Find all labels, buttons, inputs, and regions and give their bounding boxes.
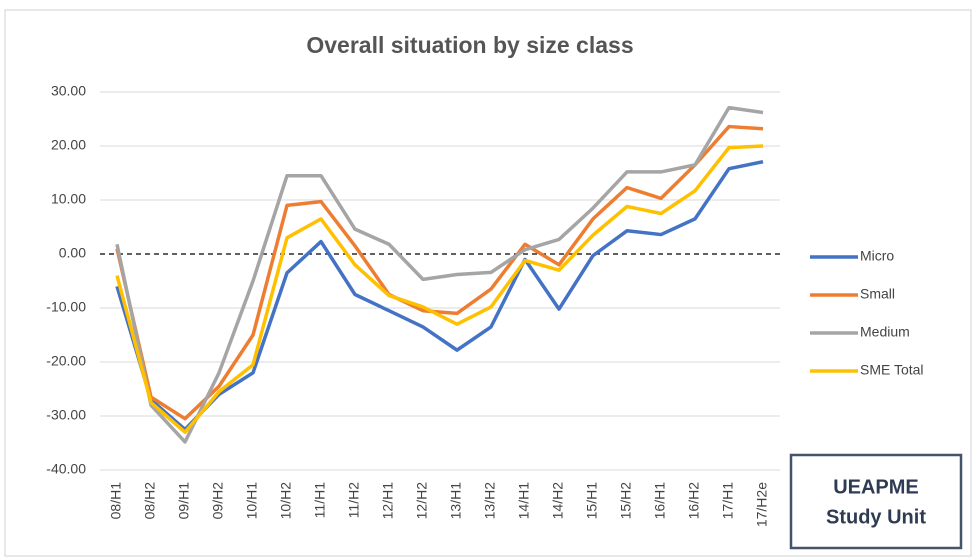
x-tick-label: 12/H1 <box>380 482 396 520</box>
x-tick-label: 09/H2 <box>210 482 226 520</box>
x-tick-label: 08/H1 <box>108 482 124 520</box>
legend-label: Micro <box>860 248 894 264</box>
legend-label: Medium <box>860 324 910 340</box>
y-tick-label: -40.00 <box>46 461 86 477</box>
x-tick-label: 12/H2 <box>414 482 430 520</box>
x-tick-label: 13/H1 <box>448 482 464 520</box>
y-tick-label: 10.00 <box>51 191 86 207</box>
x-tick-label: 16/H2 <box>686 482 702 520</box>
annotation-line: Study Unit <box>826 506 926 528</box>
x-tick-label: 14/H2 <box>550 482 566 520</box>
annotation-line: UEAPME <box>833 476 919 498</box>
y-tick-label: -10.00 <box>46 299 86 315</box>
y-tick-label: -20.00 <box>46 353 86 369</box>
y-tick-label: -30.00 <box>46 407 86 423</box>
x-tick-label: 15/H2 <box>618 482 634 520</box>
x-tick-label: 10/H1 <box>244 482 260 520</box>
x-tick-label: 10/H2 <box>278 482 294 520</box>
x-tick-label: 11/H2 <box>346 482 362 519</box>
x-tick-label: 14/H1 <box>516 482 532 520</box>
legend-label: Small <box>860 286 895 302</box>
x-tick-label: 08/H2 <box>142 482 158 520</box>
annotation-box <box>789 453 963 550</box>
chart-title: Overall situation by size class <box>306 32 633 58</box>
series-line <box>115 144 764 434</box>
x-tick-label: 15/H1 <box>584 482 600 520</box>
y-tick-label: 0.00 <box>59 245 86 261</box>
series-line <box>115 159 764 432</box>
x-tick-label: 11/H1 <box>312 482 328 519</box>
x-tick-label: 17/H1 <box>720 482 736 520</box>
y-tick-label: 20.00 <box>51 137 86 153</box>
series-line <box>115 124 764 421</box>
x-tick-label: 13/H2 <box>482 482 498 520</box>
x-tick-label: 17/H2e <box>754 482 770 527</box>
y-tick-label: 30.00 <box>51 83 86 99</box>
series-line <box>115 105 764 444</box>
x-tick-label: 16/H1 <box>652 482 668 520</box>
legend-label: SME Total <box>860 362 924 378</box>
x-tick-label: 09/H1 <box>176 482 192 520</box>
